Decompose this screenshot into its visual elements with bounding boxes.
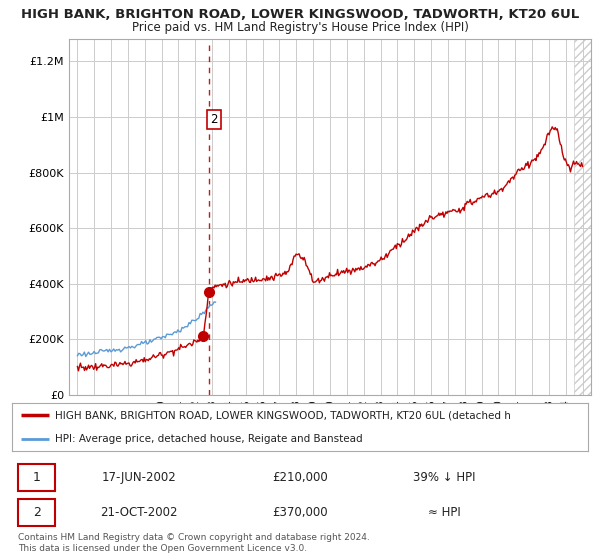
Text: HPI: Average price, detached house, Reigate and Banstead: HPI: Average price, detached house, Reig…: [55, 434, 363, 444]
Text: HIGH BANK, BRIGHTON ROAD, LOWER KINGSWOOD, TADWORTH, KT20 6UL: HIGH BANK, BRIGHTON ROAD, LOWER KINGSWOO…: [21, 8, 579, 21]
Text: ≈ HPI: ≈ HPI: [428, 506, 460, 519]
Text: 39% ↓ HPI: 39% ↓ HPI: [413, 470, 475, 484]
Text: £210,000: £210,000: [272, 470, 328, 484]
Text: 21-OCT-2002: 21-OCT-2002: [100, 506, 178, 519]
FancyBboxPatch shape: [18, 499, 55, 526]
Text: Price paid vs. HM Land Registry's House Price Index (HPI): Price paid vs. HM Land Registry's House …: [131, 21, 469, 34]
Text: Contains HM Land Registry data © Crown copyright and database right 2024.
This d: Contains HM Land Registry data © Crown c…: [18, 533, 370, 553]
FancyBboxPatch shape: [18, 464, 55, 491]
Text: £370,000: £370,000: [272, 506, 328, 519]
Text: HIGH BANK, BRIGHTON ROAD, LOWER KINGSWOOD, TADWORTH, KT20 6UL (detached h: HIGH BANK, BRIGHTON ROAD, LOWER KINGSWOO…: [55, 410, 511, 420]
Text: 17-JUN-2002: 17-JUN-2002: [101, 470, 176, 484]
Text: 2: 2: [210, 113, 218, 126]
Text: 2: 2: [33, 506, 41, 519]
Text: 1: 1: [33, 470, 41, 484]
